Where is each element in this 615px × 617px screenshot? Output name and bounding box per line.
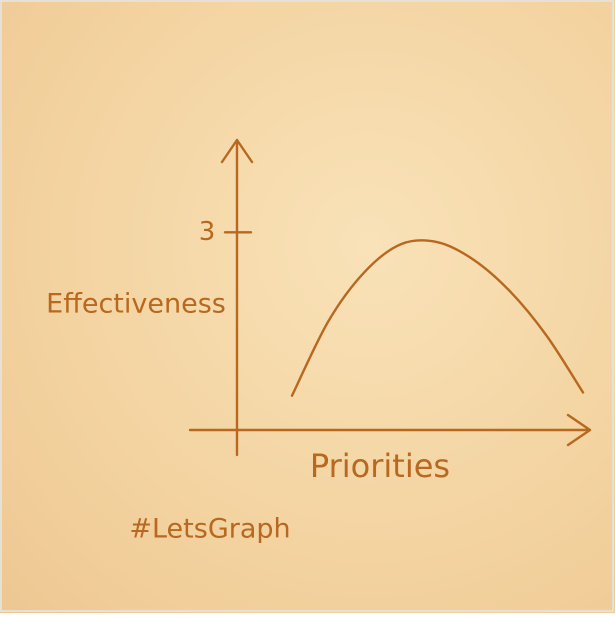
y-axis bbox=[220, 138, 254, 457]
x-axis-label: Priorities bbox=[310, 447, 450, 485]
y-tick-label: 3 bbox=[199, 217, 216, 247]
curve bbox=[290, 239, 585, 397]
x-axis bbox=[188, 413, 592, 447]
annotation: #LetsGraph bbox=[129, 514, 290, 545]
y-axis-label: Effectiveness bbox=[46, 289, 226, 320]
